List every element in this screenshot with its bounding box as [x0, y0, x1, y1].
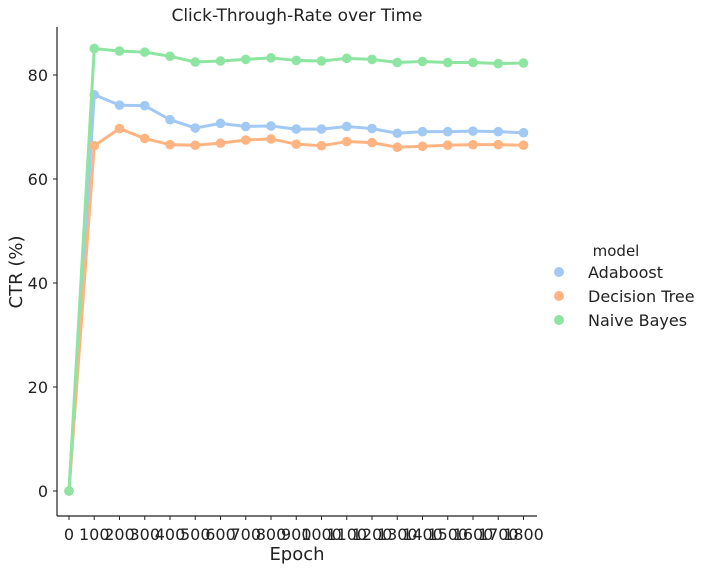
data-point — [341, 53, 352, 64]
data-point — [367, 54, 377, 65]
data-point — [316, 56, 327, 66]
data-point — [64, 486, 74, 496]
x-tick-label: 900 — [281, 525, 312, 544]
data-point — [392, 57, 403, 68]
data-point — [215, 56, 226, 66]
data-point — [139, 47, 150, 57]
x-ticks: 0 100200300400500600700800900100011001200… — [64, 516, 544, 544]
data-point — [468, 57, 478, 68]
series-line — [67, 127, 524, 492]
series-line — [67, 46, 524, 492]
x-tick-label: 200 — [104, 525, 135, 544]
x-tick-label: 1800 — [503, 525, 544, 544]
data-point — [89, 140, 100, 151]
x-tick-label: 1300 — [377, 525, 418, 544]
y-tick-label: 20 — [28, 378, 48, 397]
data-point — [291, 139, 302, 149]
x-tick-label: 1000 — [301, 525, 342, 544]
data-point — [266, 134, 276, 144]
data-point — [417, 141, 428, 152]
y-tick-label: 0 — [38, 482, 48, 501]
data-point — [240, 135, 251, 145]
data-point — [215, 138, 226, 148]
data-point — [240, 121, 251, 132]
series-naive-bayes — [64, 43, 529, 496]
data-point — [442, 57, 453, 68]
series-adaboost — [64, 89, 529, 496]
data-point — [316, 124, 327, 134]
data-point — [139, 133, 150, 144]
data-point — [367, 123, 377, 134]
data-point — [493, 58, 504, 69]
legend-title: model — [593, 242, 640, 260]
y-tick-label: 80 — [28, 66, 48, 85]
data-point — [442, 140, 453, 150]
y-tick-label: 60 — [28, 170, 48, 189]
data-point — [114, 46, 125, 56]
x-tick-label: 700 — [230, 525, 261, 544]
data-point — [240, 54, 251, 65]
x-tick-label: 100 — [79, 525, 110, 544]
data-point — [190, 57, 201, 67]
data-point — [139, 100, 150, 111]
y-ticks: 0 20 40 60 80 — [28, 66, 57, 501]
data-point — [442, 126, 453, 137]
series-line — [67, 93, 524, 492]
y-axis-label: CTR (%) — [6, 236, 27, 309]
data-point — [114, 123, 125, 134]
x-tick-label: 1400 — [402, 525, 443, 544]
plot-area — [64, 43, 529, 496]
data-point — [190, 123, 201, 133]
x-tick-label: 1700 — [478, 525, 519, 544]
legend-label: Adaboost — [588, 263, 663, 282]
x-tick-label: 800 — [256, 525, 287, 544]
x-tick-label: 300 — [129, 525, 160, 544]
data-point — [392, 128, 403, 139]
data-point — [518, 127, 529, 138]
chart-title: Click-Through-Rate over Time — [171, 6, 422, 26]
x-tick-label: 1200 — [352, 525, 393, 544]
x-tick-label: 600 — [205, 525, 236, 544]
data-point — [291, 55, 302, 66]
data-point — [165, 139, 175, 150]
legend-marker — [554, 291, 564, 301]
legend-label: Naive Bayes — [588, 311, 687, 330]
data-point — [518, 58, 529, 68]
x-axis-label: Epoch — [269, 544, 324, 565]
data-point — [518, 140, 529, 150]
data-point — [417, 126, 428, 137]
data-point — [165, 51, 175, 62]
data-point — [316, 140, 327, 151]
data-point — [89, 43, 100, 54]
data-point — [341, 136, 352, 147]
y-tick-label: 40 — [28, 274, 48, 293]
data-point — [266, 53, 276, 63]
x-tick-label: 0 — [64, 525, 74, 544]
legend-label: Decision Tree — [588, 287, 695, 306]
x-tick-label: 500 — [180, 525, 211, 544]
data-point — [468, 126, 478, 136]
data-point — [493, 126, 504, 137]
x-tick-label: 1500 — [427, 525, 468, 544]
legend: model Adaboost Decision Tree Naive Bayes — [554, 242, 695, 330]
data-point — [417, 56, 428, 67]
x-tick-label: 400 — [155, 525, 186, 544]
data-point — [468, 139, 478, 150]
data-point — [165, 114, 175, 125]
data-point — [190, 140, 201, 150]
data-point — [493, 139, 504, 150]
data-point — [266, 121, 276, 131]
x-tick-label: 1600 — [453, 525, 494, 544]
x-tick-label: 1100 — [326, 525, 367, 544]
data-point — [367, 137, 377, 148]
data-point — [291, 124, 302, 134]
data-point — [114, 100, 125, 110]
series-decision-tree — [64, 123, 529, 496]
legend-marker — [554, 315, 564, 325]
data-point — [215, 118, 226, 129]
data-point — [341, 121, 352, 132]
legend-marker — [554, 267, 564, 277]
data-point — [392, 142, 403, 153]
